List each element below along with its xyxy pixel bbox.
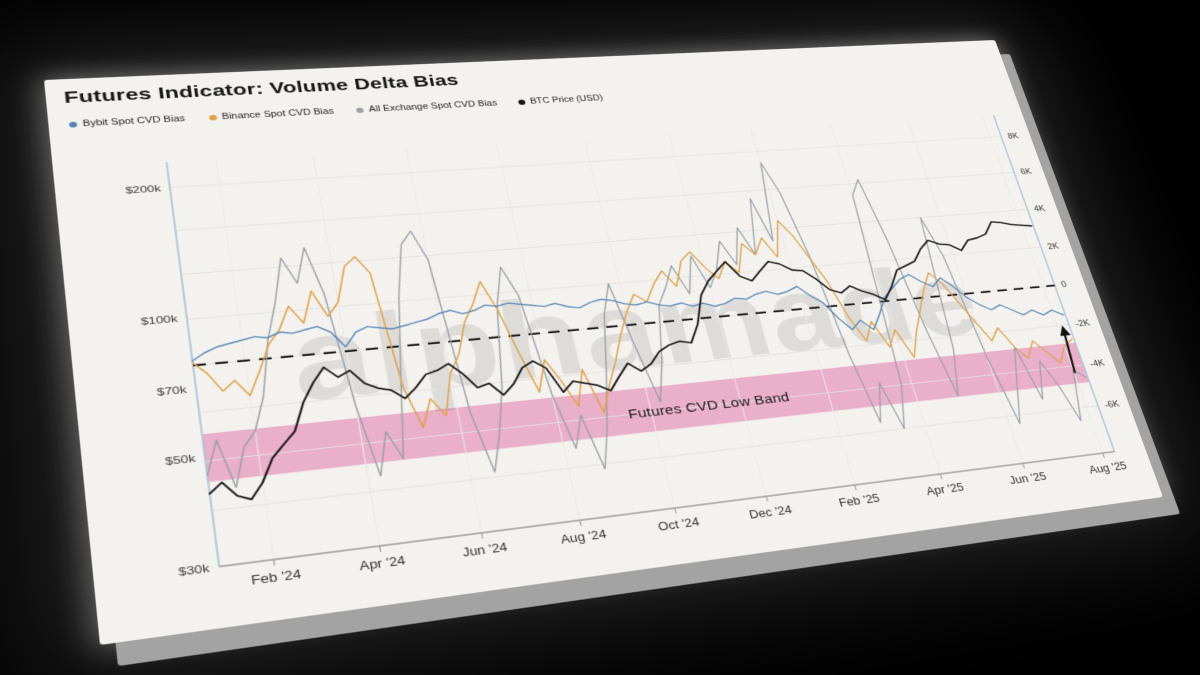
- svg-text:0: 0: [1060, 281, 1068, 290]
- svg-text:Aug '25: Aug '25: [1087, 460, 1128, 477]
- svg-text:4K: 4K: [1033, 205, 1047, 214]
- legend-dot-icon: [356, 107, 365, 114]
- svg-text:8K: 8K: [1007, 132, 1020, 140]
- svg-text:-2K: -2K: [1074, 319, 1091, 329]
- chart-card: alphamade Futures CVD Low Band $200k $100k $…: [44, 39, 1163, 645]
- svg-text:Feb '25: Feb '25: [837, 492, 881, 510]
- svg-text:-4K: -4K: [1089, 359, 1106, 369]
- svg-text:Dec '24: Dec '24: [748, 503, 794, 521]
- svg-text:Jun '24: Jun '24: [461, 540, 509, 560]
- svg-text:$30k: $30k: [178, 563, 211, 579]
- svg-text:-6K: -6K: [1104, 399, 1121, 410]
- legend-dot-icon: [68, 121, 78, 128]
- legend-dot-icon: [208, 114, 217, 121]
- svg-text:$70k: $70k: [156, 384, 187, 398]
- svg-text:Oct '24: Oct '24: [657, 515, 701, 533]
- left-axis-labels: $200k $100k $70k $50k $30k: [125, 184, 211, 579]
- svg-text:Jun '25: Jun '25: [1008, 470, 1049, 487]
- svg-text:$200k: $200k: [125, 184, 162, 196]
- svg-text:$100k: $100k: [140, 314, 178, 328]
- svg-text:$50k: $50k: [165, 453, 197, 468]
- futures-cvd-low-band: [201, 342, 1090, 482]
- left-axis-line: [167, 162, 220, 566]
- right-axis-labels: 8K 6K 4K 2K 0 -2K -4K -6K: [1007, 132, 1121, 410]
- svg-text:6K: 6K: [1020, 168, 1034, 177]
- x-axis-labels: Feb '24 Apr '24 Jun '24 Aug '24 Oct '24 Dec '…: [250, 451, 1129, 588]
- svg-text:Feb '24: Feb '24: [250, 567, 302, 588]
- svg-text:2K: 2K: [1046, 242, 1060, 251]
- legend-dot-icon: [518, 99, 527, 106]
- svg-text:Apr '25: Apr '25: [925, 481, 966, 498]
- svg-text:Aug '24: Aug '24: [559, 527, 608, 546]
- svg-text:Apr '24: Apr '24: [358, 553, 406, 573]
